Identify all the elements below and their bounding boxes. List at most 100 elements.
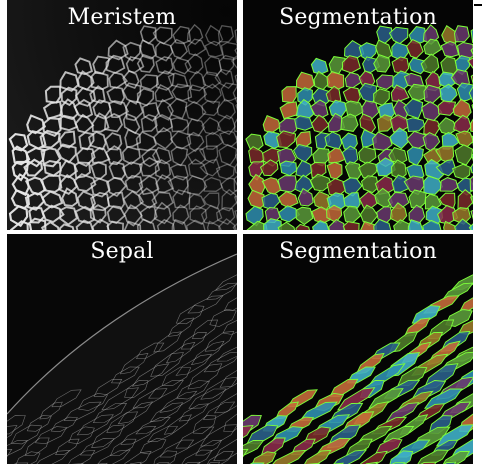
sepal-cell [76, 414, 114, 436]
segmented-sepal-cell [333, 462, 344, 464]
meristem-cell [204, 24, 224, 47]
meristem-cell [171, 218, 188, 230]
meristem-cell [104, 132, 123, 151]
sepal-cell [97, 462, 108, 464]
segmented-cell [295, 206, 314, 226]
meristem-cell [57, 114, 79, 132]
segmented-cell [468, 85, 473, 103]
segmented-cell [295, 223, 310, 230]
meristem-cell [59, 98, 79, 121]
segmented-sepal-cell [307, 462, 321, 464]
segmented-sepal-cell [389, 450, 414, 464]
meristem-cell [152, 26, 173, 45]
meristem-cell [73, 161, 91, 179]
segmented-cell [470, 118, 473, 133]
meristem-cell [105, 145, 123, 166]
sepal-cell [101, 387, 140, 411]
meristem-cell [167, 175, 189, 196]
meristem-cell [123, 204, 143, 227]
segmented-cell [470, 209, 473, 220]
segmented-cell [453, 25, 470, 43]
meristem-cell [234, 162, 237, 174]
sepal-cell [68, 450, 96, 464]
meristem-cell [198, 145, 219, 164]
segmented-cell [360, 175, 380, 194]
sepal-cell [26, 415, 52, 432]
meristem-cell [172, 25, 192, 45]
meristem-cell [167, 98, 188, 120]
meristem-cell [155, 174, 175, 193]
meristem-cell [185, 219, 206, 230]
sepal-cell [175, 353, 213, 376]
segmented-cell [340, 113, 359, 132]
meristem-cell [122, 82, 142, 105]
meristem-cell [156, 98, 174, 121]
meristem-cell [26, 114, 47, 135]
segmented-cell [470, 74, 473, 85]
meristem-cell [201, 100, 221, 117]
meristem-cell [214, 68, 235, 90]
segmented-cell [263, 218, 282, 230]
segmented-sepal-cell [360, 450, 388, 464]
meristem-cell [138, 39, 157, 60]
segmented-cell [312, 220, 330, 230]
meristem-cell [233, 175, 237, 192]
sepal-cell [119, 353, 149, 375]
sepal-cell [184, 461, 201, 464]
sepal-cell [175, 305, 205, 325]
meristem-cell [169, 163, 189, 181]
meristem-cell [75, 147, 96, 168]
meristem-cell [235, 135, 237, 148]
sepal-cell [202, 401, 236, 420]
meristem-cell [11, 145, 31, 166]
sepal-segmentation-panel: Segmentation [243, 234, 473, 464]
sepal-cell [79, 437, 115, 456]
segmented-cell [328, 218, 345, 230]
meristem-cell [216, 207, 236, 225]
sepal-cell [39, 401, 63, 420]
sepal-cell [159, 390, 198, 413]
sepal-cell [91, 424, 125, 448]
meristem-cell [61, 187, 79, 207]
meristem-cell [91, 112, 110, 133]
meristem-cell [59, 206, 79, 226]
meristem-cell [205, 131, 224, 150]
meristem-cell [121, 145, 141, 165]
segmented-cell [259, 159, 279, 177]
meristem-cell [28, 206, 46, 224]
meristem-cell [59, 71, 80, 92]
meristem-cell [59, 223, 75, 230]
meristem-cell [189, 70, 207, 92]
meristem-cell [184, 100, 207, 122]
sepal-cell [214, 274, 237, 291]
meristem-cell [151, 191, 174, 210]
segmented-cell [406, 38, 424, 59]
meristem-cell [26, 217, 47, 230]
meristem-cell [187, 175, 208, 196]
sepal-cell [153, 450, 178, 464]
segmented-cell [375, 74, 395, 90]
sepal-segmentation-image [243, 234, 473, 464]
meristem-cell [217, 218, 237, 230]
meristem-cell [103, 113, 123, 133]
segmented-cell [375, 157, 396, 177]
sepal-cell [7, 414, 26, 435]
sepal-cell [92, 402, 128, 424]
meristem-cell [106, 86, 126, 106]
meristem-cell [215, 163, 235, 180]
meristem-cell [58, 130, 76, 149]
meristem-cell [232, 223, 237, 230]
meristem-cell [220, 82, 237, 102]
segmented-cell [327, 147, 346, 164]
segmented-cell [389, 127, 409, 150]
segmented-cell [247, 189, 266, 209]
sepal-cell [159, 439, 195, 458]
meristem-cell [167, 72, 189, 89]
meristem-cell [40, 174, 63, 194]
meristem-cell [169, 130, 192, 150]
meristem-cell [220, 41, 237, 60]
meristem-cell [136, 53, 155, 73]
meristem-cell [57, 173, 78, 195]
meristem-segmentation-panel: Segmentation [243, 0, 473, 230]
sepal-cell [68, 426, 95, 445]
